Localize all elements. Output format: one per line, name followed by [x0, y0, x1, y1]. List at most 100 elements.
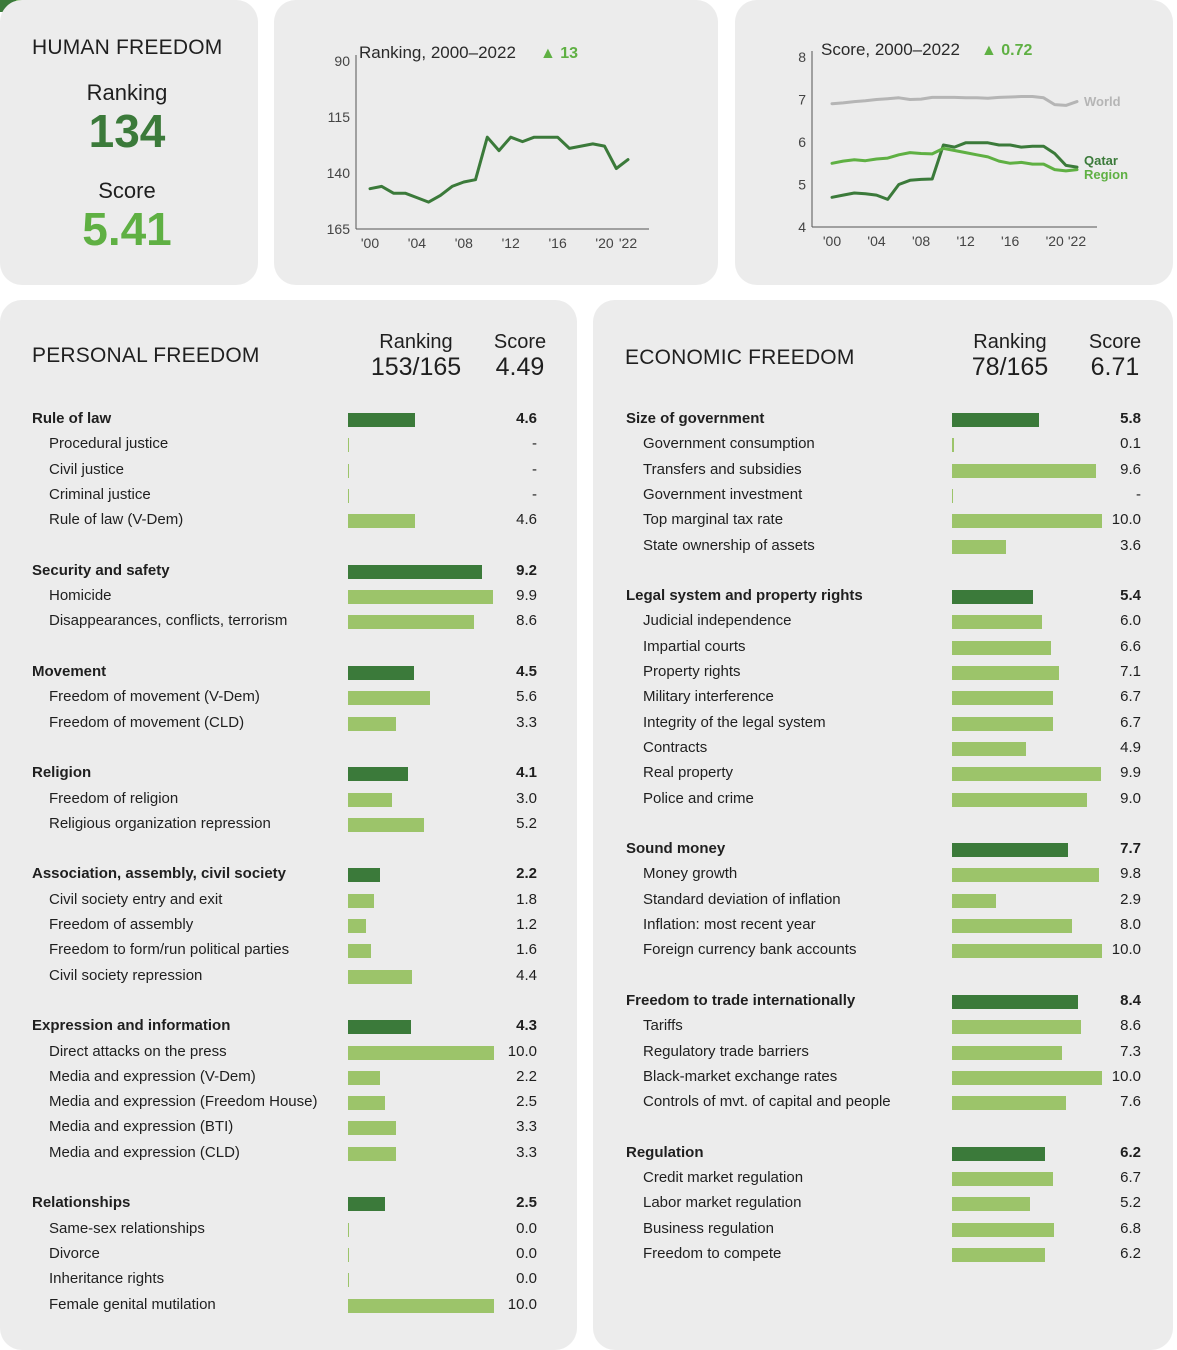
human-freedom-ranking-label: Ranking — [86, 80, 168, 105]
score-bar — [348, 1045, 494, 1060]
indicator-row: Freedom to form/run political parties 1.6 — [0, 941, 577, 961]
score-bar — [952, 1222, 1054, 1237]
row-value: 7.6 — [1120, 1093, 1141, 1111]
row-label: Standard deviation of inflation — [643, 890, 841, 908]
y-tick-label: 6 — [798, 134, 806, 150]
row-value: 6.2 — [1120, 1143, 1141, 1161]
score-bar — [952, 1070, 1102, 1085]
score-bar — [952, 590, 1033, 605]
row-value: 4.4 — [516, 966, 537, 984]
score-bar — [952, 514, 1102, 529]
row-label: Business regulation — [643, 1219, 774, 1237]
series-label-region: Region — [1084, 167, 1128, 182]
score-bar — [952, 919, 1072, 933]
indicator-row: Media and expression (CLD) 3.3 — [0, 1144, 577, 1164]
score-bar — [952, 792, 1087, 807]
indicator-row: Freedom of movement (CLD) 3.3 — [0, 714, 577, 734]
indicator-row: Freedom to compete 6.2 — [593, 1245, 1170, 1265]
row-value: 8.4 — [1120, 991, 1141, 1009]
row-label: Freedom to form/run political parties — [49, 941, 290, 959]
row-label: Freedom to trade internationally — [626, 991, 856, 1009]
score-bar — [348, 817, 424, 832]
series-line-qatar — [830, 141, 1079, 201]
indicator-row: Criminal justice - — [0, 486, 577, 506]
indicator-row: Media and expression (V-Dem) 2.2 — [0, 1068, 577, 1088]
indicator-row: Police and crime 9.0 — [593, 790, 1170, 810]
indicator-row: Impartial courts 6.6 — [593, 638, 1170, 658]
row-label: Relationships — [32, 1194, 131, 1212]
score-bar — [348, 438, 349, 453]
category-row: Regulation 6.2 — [593, 1144, 1170, 1164]
x-tick-label: '20 — [595, 235, 613, 251]
indicator-row: Tariffs 8.6 — [593, 1017, 1170, 1037]
x-tick-label: '04 — [408, 235, 426, 251]
row-label: Impartial courts — [643, 637, 746, 655]
indicator-row: Divorce 0.0 — [0, 1245, 577, 1265]
row-value: 0.0 — [516, 1219, 537, 1237]
economic-freedom-card: ECONOMIC FREEDOM Ranking 78/165 Score 6.… — [593, 300, 1173, 1350]
row-label: Female genital mutilation — [49, 1295, 216, 1313]
indicator-row: Government consumption 0.1 — [593, 435, 1170, 455]
row-label: Police and crime — [643, 789, 754, 807]
indicator-row: Homicide 9.9 — [0, 587, 577, 607]
score-bar — [952, 539, 1006, 554]
indicator-row: Integrity of the legal system 6.7 — [593, 714, 1170, 734]
row-label: Freedom of assembly — [49, 916, 194, 933]
indicator-row: Disappearances, conflicts, terrorism 8.6 — [0, 612, 577, 632]
row-label: Credit market regulation — [643, 1169, 804, 1186]
row-label: Inheritance rights — [49, 1270, 165, 1288]
score-chart-card: Score, 2000–2022 ▲ 0.72 8 7 6 5 4 '00 '04 '08 '12 '… — [735, 0, 1173, 285]
score-bar — [348, 1222, 349, 1237]
row-label: Homicide — [49, 587, 112, 605]
score-bar — [952, 767, 1101, 782]
row-value: 6.7 — [1120, 688, 1141, 706]
row-value: 8.6 — [1120, 1017, 1141, 1035]
row-label: Procedural justice — [49, 435, 169, 453]
row-label: Direct attacks on the press — [49, 1042, 227, 1060]
row-value: 6.7 — [1120, 1169, 1141, 1186]
score-bar — [952, 1020, 1081, 1035]
indicator-row: Media and expression (Freedom House) 2.5 — [0, 1093, 577, 1113]
row-label: Legal system and property rights — [626, 587, 863, 605]
score-bar — [952, 413, 1039, 427]
y-tick-label: 115 — [328, 109, 351, 125]
row-value: 2.2 — [516, 865, 537, 883]
row-label: Association, assembly, civil society — [32, 865, 287, 883]
score-bar — [952, 438, 954, 453]
row-value: 1.2 — [516, 916, 537, 933]
x-tick-label: '00 — [823, 233, 841, 249]
row-value: 5.2 — [516, 814, 537, 832]
score-bar — [348, 666, 414, 680]
category-row: Freedom to trade internationally 8.4 — [593, 992, 1170, 1012]
row-value: - — [532, 485, 537, 503]
row-value: 2.5 — [516, 1194, 537, 1212]
series-label-world: World — [1084, 94, 1121, 109]
row-label: Black-market exchange rates — [643, 1067, 838, 1085]
row-value: - — [532, 435, 537, 453]
series-line-world — [830, 95, 1079, 107]
row-value: 9.2 — [516, 561, 537, 579]
row-value: 5.4 — [1120, 587, 1141, 605]
row-value: 3.6 — [1120, 536, 1141, 554]
score-bar — [348, 514, 416, 529]
category-row: Religion 4.1 — [0, 764, 577, 784]
score-bar — [952, 1197, 1030, 1212]
y-tick-label: 165 — [327, 221, 351, 237]
row-value: 4.3 — [516, 1017, 537, 1035]
personal-score-value: 4.49 — [495, 353, 545, 381]
row-label: Top marginal tax rate — [643, 511, 784, 529]
x-tick-label: '12 — [957, 233, 975, 249]
ranking-chart-card: Ranking, 2000–2022 ▲ 13 90 115 140 165 '00 '04 '… — [274, 0, 718, 285]
row-value: 0.0 — [516, 1244, 537, 1262]
indicator-row: Procedural justice - — [0, 435, 577, 455]
row-value: 1.8 — [516, 890, 537, 908]
score-bar — [952, 463, 1096, 478]
row-label: Property rights — [643, 663, 741, 680]
score-bar — [348, 1096, 385, 1111]
score-bar — [348, 792, 392, 807]
score-bar — [952, 944, 1102, 959]
score-bar — [348, 1121, 397, 1136]
score-bar — [348, 590, 493, 605]
indicator-row: Civil society entry and exit 1.8 — [0, 891, 577, 911]
score-bar — [348, 1146, 397, 1161]
